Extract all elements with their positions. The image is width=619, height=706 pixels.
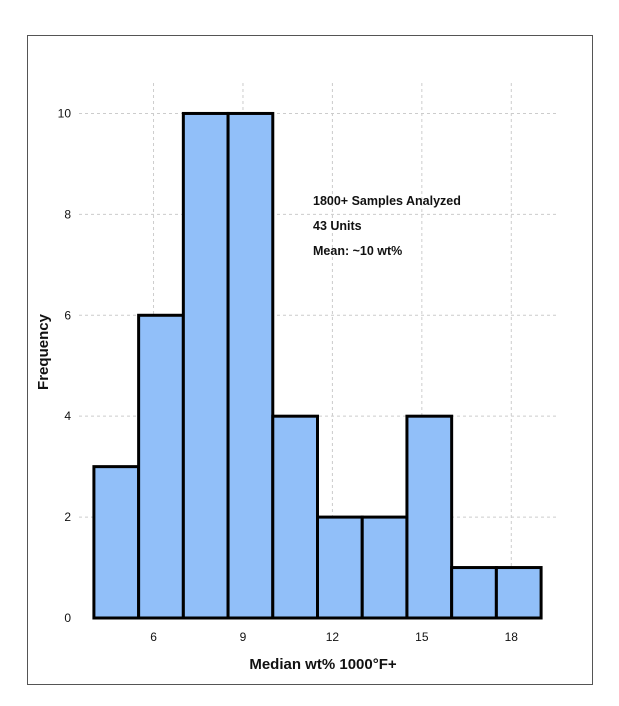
y-tick-label: 4 — [64, 409, 71, 423]
x-axis-title: Median wt% 1000°F+ — [249, 656, 397, 673]
histogram-bar — [137, 313, 185, 620]
histogram-bar — [360, 515, 409, 620]
y-tick-label: 6 — [64, 308, 71, 322]
chart-frame — [27, 35, 593, 685]
histogram-bar — [494, 566, 543, 620]
histogram-bars — [92, 111, 543, 620]
annotation-units: 43 Units — [313, 219, 362, 233]
histogram-bar — [450, 566, 498, 620]
x-tick-label: 9 — [240, 630, 247, 644]
x-tick-label: 18 — [505, 630, 519, 644]
x-tick-label: 6 — [150, 630, 157, 644]
x-tick-label: 15 — [415, 630, 429, 644]
y-tick-label: 10 — [58, 106, 72, 120]
histogram-bar — [181, 111, 230, 620]
annotation-mean: Mean: ~10 wt% — [313, 244, 402, 258]
x-tick-label: 12 — [326, 630, 340, 644]
histogram-bar — [226, 111, 275, 620]
y-axis-title: Frequency — [35, 313, 52, 390]
annotation-samples: 1800+ Samples Analyzed — [313, 194, 461, 208]
histogram-bar — [92, 465, 141, 620]
histogram-bar — [405, 414, 454, 620]
histogram-bar — [271, 414, 319, 620]
x-axis-ticks: 6 9 12 15 18 — [150, 630, 518, 644]
y-tick-label: 2 — [64, 510, 71, 524]
y-axis-ticks: 0 2 4 6 8 10 — [58, 106, 72, 625]
y-tick-label: 0 — [64, 611, 71, 625]
histogram-bar — [316, 515, 364, 620]
y-tick-label: 8 — [64, 207, 71, 221]
